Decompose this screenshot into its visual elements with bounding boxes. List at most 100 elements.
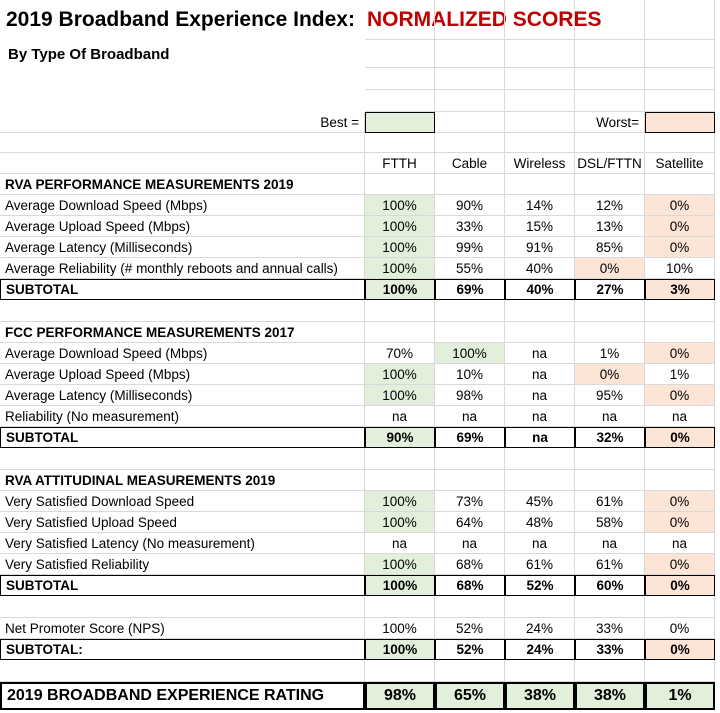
empty-cell bbox=[435, 322, 505, 343]
row-label: Average Latency (Milliseconds) bbox=[0, 237, 365, 258]
title-highlight: NORMALIZED SCORES bbox=[366, 8, 602, 31]
row-value: 100% bbox=[365, 385, 435, 406]
empty-cell bbox=[0, 300, 365, 322]
empty-cell bbox=[505, 596, 575, 618]
column-header: Wireless bbox=[505, 153, 575, 174]
row-value: 91% bbox=[505, 237, 575, 258]
subtotal-value: 40% bbox=[505, 279, 575, 300]
row-value: 61% bbox=[575, 554, 645, 575]
row-label: Reliability (No measurement) bbox=[0, 406, 365, 427]
row-value: 100% bbox=[365, 554, 435, 575]
row-value: na bbox=[575, 533, 645, 554]
row-value: 64% bbox=[435, 512, 505, 533]
empty-cell bbox=[505, 90, 575, 112]
row-label: Very Satisfied Download Speed bbox=[0, 491, 365, 512]
column-header: Satellite bbox=[645, 153, 715, 174]
empty-cell bbox=[645, 0, 715, 40]
empty-cell bbox=[435, 40, 505, 68]
row-value: 15% bbox=[505, 216, 575, 237]
best-swatch bbox=[365, 112, 435, 133]
empty-cell bbox=[505, 300, 575, 322]
subtotal-label: SUBTOTAL bbox=[0, 427, 365, 448]
empty-cell bbox=[645, 68, 715, 90]
row-value: 0% bbox=[645, 512, 715, 533]
row-label: Very Satisfied Upload Speed bbox=[0, 512, 365, 533]
subtotal-value: 33% bbox=[575, 639, 645, 660]
subtotal-value: 100% bbox=[365, 279, 435, 300]
row-value: 100% bbox=[365, 364, 435, 385]
subtotal-label: SUBTOTAL: bbox=[0, 639, 365, 660]
row-value: 40% bbox=[505, 258, 575, 279]
column-header: Cable bbox=[435, 153, 505, 174]
row-value: 0% bbox=[575, 364, 645, 385]
row-value: na bbox=[505, 385, 575, 406]
row-value: 58% bbox=[575, 512, 645, 533]
empty-cell bbox=[365, 596, 435, 618]
empty-cell bbox=[435, 90, 505, 112]
row-value: na bbox=[435, 406, 505, 427]
empty-cell bbox=[645, 596, 715, 618]
subtotal-value: 68% bbox=[435, 575, 505, 596]
rating-label: 2019 BROADBAND EXPERIENCE RATING bbox=[0, 682, 365, 710]
row-value: 61% bbox=[575, 491, 645, 512]
empty-cell bbox=[365, 448, 435, 470]
title-text: 2019 Broadband Experience Index: bbox=[6, 8, 355, 31]
row-value: na bbox=[575, 406, 645, 427]
row-value: 100% bbox=[435, 343, 505, 364]
best-label: Best = bbox=[0, 112, 365, 133]
empty-cell bbox=[365, 68, 435, 90]
row-label: Average Download Speed (Mbps) bbox=[0, 343, 365, 364]
empty-cell bbox=[645, 660, 715, 682]
subtotal-value: 52% bbox=[505, 575, 575, 596]
empty-cell bbox=[365, 322, 435, 343]
empty-cell bbox=[435, 448, 505, 470]
section-header: RVA ATTITUDINAL MEASUREMENTS 2019 bbox=[0, 470, 365, 491]
empty-cell bbox=[505, 174, 575, 195]
subtotal-label: SUBTOTAL bbox=[0, 575, 365, 596]
row-value: 52% bbox=[435, 618, 505, 639]
row-value: 0% bbox=[645, 385, 715, 406]
empty-cell bbox=[0, 660, 365, 682]
empty-cell bbox=[365, 90, 435, 112]
row-label: Average Upload Speed (Mbps) bbox=[0, 216, 365, 237]
row-value: 100% bbox=[365, 237, 435, 258]
row-value: 85% bbox=[575, 237, 645, 258]
row-value: 100% bbox=[365, 195, 435, 216]
row-value: 10% bbox=[645, 258, 715, 279]
row-value: na bbox=[365, 533, 435, 554]
section-header: FCC PERFORMANCE MEASUREMENTS 2017 bbox=[0, 322, 365, 343]
column-header: DSL/FTTN bbox=[575, 153, 645, 174]
rating-value: 65% bbox=[435, 682, 505, 710]
row-value: 73% bbox=[435, 491, 505, 512]
subtotal-value: 100% bbox=[365, 639, 435, 660]
row-value: 14% bbox=[505, 195, 575, 216]
row-value: 100% bbox=[365, 618, 435, 639]
row-label: Very Satisfied Latency (No measurement) bbox=[0, 533, 365, 554]
empty-cell bbox=[435, 174, 505, 195]
row-value: na bbox=[505, 533, 575, 554]
empty-cell bbox=[505, 40, 575, 68]
empty-cell bbox=[645, 133, 715, 153]
empty-cell bbox=[505, 68, 575, 90]
row-value: 0% bbox=[645, 195, 715, 216]
empty-cell bbox=[365, 174, 435, 195]
row-value: 68% bbox=[435, 554, 505, 575]
title: 2019 Broadband Experience Index: NORMALIZ… bbox=[6, 8, 601, 32]
row-value: na bbox=[645, 406, 715, 427]
row-value: 0% bbox=[645, 618, 715, 639]
empty-cell bbox=[575, 40, 645, 68]
rating-value: 38% bbox=[575, 682, 645, 710]
row-value: 100% bbox=[365, 491, 435, 512]
empty-cell bbox=[505, 448, 575, 470]
subtotal-value: 100% bbox=[365, 575, 435, 596]
row-value: 0% bbox=[645, 554, 715, 575]
empty-cell bbox=[645, 470, 715, 491]
empty-cell bbox=[575, 448, 645, 470]
empty-cell bbox=[575, 133, 645, 153]
row-value: 98% bbox=[435, 385, 505, 406]
subtotal-value: 90% bbox=[365, 427, 435, 448]
empty-cell bbox=[435, 68, 505, 90]
empty-cell bbox=[575, 470, 645, 491]
row-value: 61% bbox=[505, 554, 575, 575]
row-value: 0% bbox=[645, 216, 715, 237]
